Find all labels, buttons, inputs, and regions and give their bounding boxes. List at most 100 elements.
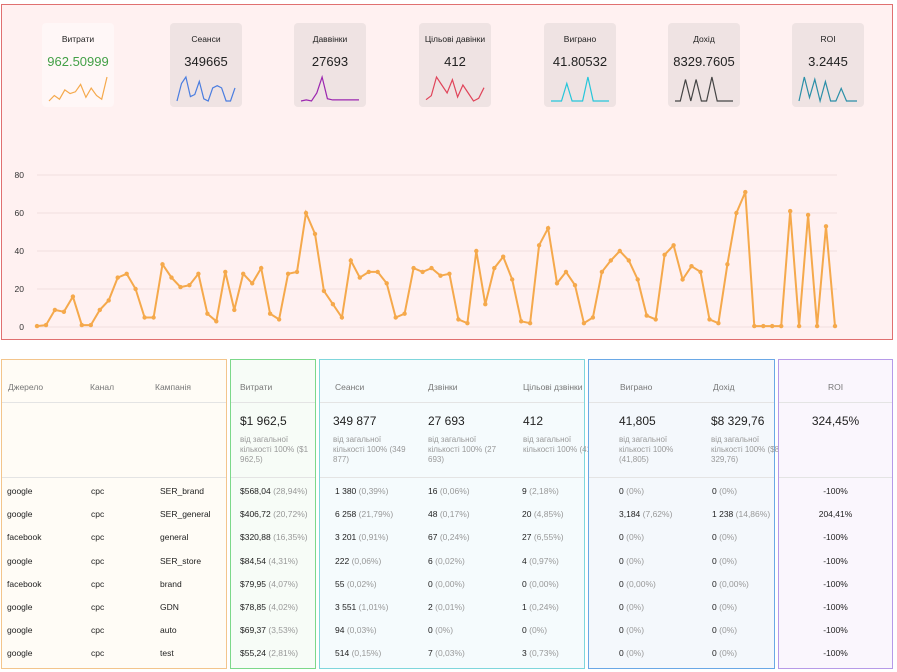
table-row[interactable]: google cpc auto: [2, 625, 226, 639]
sparkline-series: [48, 76, 108, 102]
header-divider: [779, 402, 892, 403]
table-section-revenue: Виграно Дохід 41,805 від загальної кільк…: [588, 359, 779, 669]
cell-campaign: general: [160, 532, 188, 542]
column-header-target-calls[interactable]: Цільові дзвінки: [523, 382, 583, 392]
table-row[interactable]: google cpc SER_store: [2, 556, 226, 570]
cell-calls-percent: (0%): [435, 625, 454, 636]
cell-target-calls-value: 27: [522, 532, 532, 543]
table-row[interactable]: 55 (0,02%) 0 (0,00%) 0 (0,00%): [320, 579, 584, 593]
table-row[interactable]: $79,95 (4,07%): [231, 579, 315, 593]
cell-calls: 0 (0,00%): [428, 579, 465, 589]
kpi-card[interactable]: Сеанси 349665: [170, 23, 242, 107]
table-row[interactable]: $406,72 (20,72%): [231, 509, 315, 523]
column-header-roi[interactable]: ROI: [827, 382, 844, 392]
table-row[interactable]: 0 (0%) 0 (0%): [589, 625, 774, 639]
table-row[interactable]: -100%: [779, 532, 892, 546]
cell-target-calls-value: 0: [522, 578, 527, 589]
kpi-card[interactable]: Цільові давінки 412: [419, 23, 491, 107]
table-row[interactable]: facebook cpc brand: [2, 579, 226, 593]
table-row[interactable]: 3 551 (1,01%) 2 (0,01%) 1 (0,24%): [320, 602, 584, 616]
total-revenue-note: від загальної кількості 100% ($8 329,76): [711, 435, 780, 464]
table-row[interactable]: -100%: [779, 579, 892, 593]
table-row[interactable]: $55,24 (2,81%): [231, 648, 315, 662]
column-header-sessions[interactable]: Сеанси: [335, 382, 365, 392]
cell-revenue: 0 (0,00%): [712, 579, 749, 589]
table-row[interactable]: 0 (0%) 0 (0%): [589, 602, 774, 616]
sparkline-series: [425, 75, 485, 102]
table-row[interactable]: 3 201 (0,91%) 67 (0,24%) 27 (6,55%): [320, 532, 584, 546]
cell-target-calls-value: 9: [522, 486, 527, 496]
cell-source-value: google: [7, 648, 33, 659]
cell-revenue-value: 0: [712, 602, 717, 612]
cell-spend: $78,85 (4,02%): [240, 602, 298, 612]
cell-roi-value: -100%: [823, 555, 848, 566]
cell-spend-value: $79,95: [240, 578, 266, 589]
data-point: [519, 319, 524, 324]
column-header-calls[interactable]: Дзвінки: [428, 382, 458, 392]
table-row[interactable]: 514 (0,15%) 7 (0,03%) 3 (0,73%): [320, 648, 584, 662]
total-calls: 27 693: [428, 414, 465, 428]
cell-calls-percent: (0,01%): [435, 602, 465, 612]
kpi-card[interactable]: Витрати 962.50999: [42, 23, 114, 107]
table-row[interactable]: 1 380 (0,39%) 16 (0,06%) 9 (2,18%): [320, 486, 584, 500]
column-header-channel[interactable]: Канал: [90, 382, 115, 392]
cell-won: 3,184 (7,62%): [619, 509, 672, 519]
cell-campaign: test: [160, 648, 174, 658]
data-point: [653, 317, 658, 322]
table-row[interactable]: 94 (0,03%) 0 (0%) 0 (0%): [320, 625, 584, 639]
table-row[interactable]: google cpc SER_brand: [2, 486, 226, 500]
table-row[interactable]: google cpc test: [2, 648, 226, 662]
data-point: [420, 269, 425, 275]
table-row[interactable]: 204,41%: [779, 509, 892, 523]
cell-spend-percent: (3,53%): [268, 625, 299, 636]
table-row[interactable]: google cpc GDN: [2, 602, 226, 616]
table-row[interactable]: -100%: [779, 602, 892, 616]
cell-channel: cpc: [91, 532, 104, 542]
table-row[interactable]: 0 (0%) 0 (0%): [589, 556, 774, 570]
data-point: [97, 307, 103, 313]
table-row[interactable]: 0 (0%) 0 (0%): [589, 648, 774, 662]
table-row[interactable]: google cpc SER_general: [2, 509, 226, 523]
data-point: [716, 321, 721, 326]
table-row[interactable]: 0 (0,00%) 0 (0,00%): [589, 579, 774, 593]
column-header-campaign[interactable]: Кампанія: [155, 382, 192, 392]
kpi-card[interactable]: Даввінки 27693: [294, 23, 366, 107]
kpi-card[interactable]: Дохід 8329.7605: [668, 23, 740, 107]
table-row[interactable]: -100%: [779, 648, 892, 662]
data-point: [411, 265, 416, 271]
cell-spend-percent: (16,35%): [273, 532, 308, 543]
column-header-revenue[interactable]: Дохід: [713, 382, 735, 392]
data-point: [61, 309, 67, 314]
table-row[interactable]: -100%: [779, 625, 892, 639]
table-row[interactable]: $78,85 (4,02%): [231, 602, 315, 616]
data-point: [590, 315, 596, 320]
table-row[interactable]: 3,184 (7,62%) 1 238 (14,86%): [589, 509, 774, 523]
column-header-spend[interactable]: Витрати: [240, 382, 273, 392]
data-point: [796, 323, 802, 329]
table-row[interactable]: $69,37 (3,53%): [231, 625, 315, 639]
table-row[interactable]: facebook cpc general: [2, 532, 226, 546]
table-row[interactable]: 0 (0%) 0 (0%): [589, 532, 774, 546]
table-row[interactable]: $84,54 (4,31%): [231, 556, 315, 570]
table-row[interactable]: 6 258 (21,79%) 48 (0,17%) 20 (4,85%): [320, 509, 584, 523]
cell-calls-value: 6: [428, 555, 433, 566]
table-row[interactable]: $320,88 (16,35%): [231, 532, 315, 546]
table-row[interactable]: -100%: [779, 486, 892, 500]
cell-won-value: 3,184: [619, 509, 641, 520]
cell-channel: cpc: [91, 556, 104, 566]
column-header-source[interactable]: Джерело: [8, 382, 44, 392]
total-sessions: 349 877: [333, 414, 377, 428]
data-point: [70, 294, 76, 299]
table-row[interactable]: -100%: [779, 556, 892, 570]
kpi-card[interactable]: ROI 3.2445: [792, 23, 864, 107]
cell-revenue-percent: (0,00%): [719, 578, 749, 589]
data-point: [169, 275, 174, 280]
table-row[interactable]: 222 (0,06%) 6 (0,02%) 4 (0,97%): [320, 556, 584, 570]
table-row[interactable]: 0 (0%) 0 (0%): [589, 486, 774, 500]
cell-revenue-value: 0: [712, 555, 717, 566]
column-header-won[interactable]: Виграно: [620, 382, 653, 392]
cell-sessions: 94 (0,03%): [335, 625, 377, 635]
cell-won-value: 0: [619, 486, 624, 496]
table-row[interactable]: $568,04 (28,94%): [231, 486, 315, 500]
kpi-card[interactable]: Виграно 41.80532: [544, 23, 616, 107]
